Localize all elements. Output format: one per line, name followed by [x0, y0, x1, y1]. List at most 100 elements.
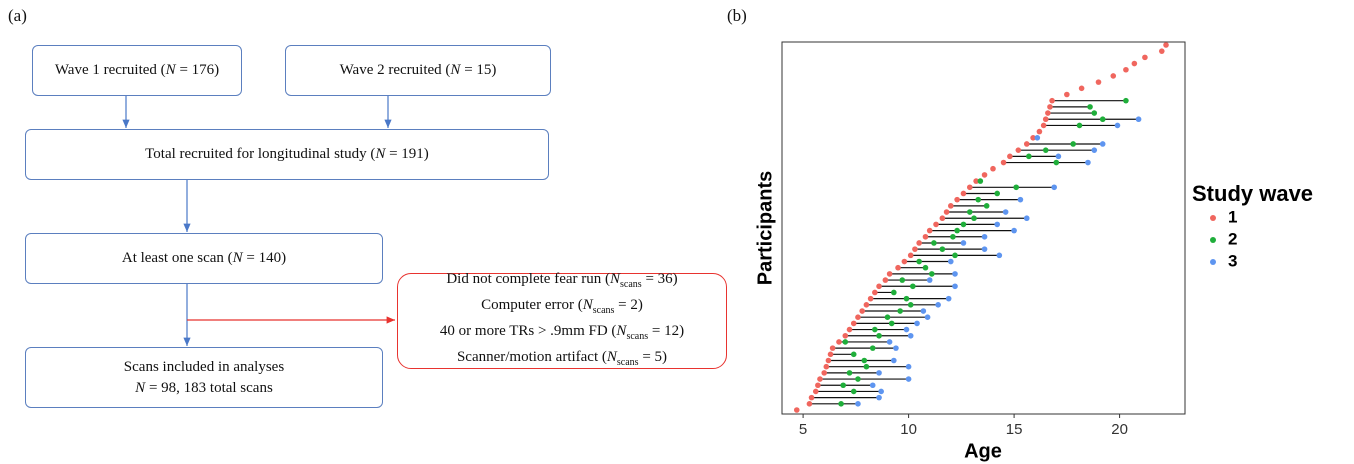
point [960, 221, 967, 228]
point [1015, 147, 1022, 153]
point [939, 215, 946, 222]
point [793, 407, 800, 413]
point [838, 401, 844, 407]
point [952, 252, 958, 259]
point [966, 209, 973, 215]
point [977, 178, 984, 184]
point [1135, 116, 1142, 123]
point [842, 339, 849, 345]
point [842, 332, 849, 339]
point [960, 190, 967, 197]
point [850, 388, 857, 395]
point [855, 401, 861, 407]
point [1076, 122, 1083, 129]
point [981, 246, 988, 252]
point [827, 351, 834, 358]
point [876, 283, 882, 290]
text: Wave 2 recruited ( [339, 62, 451, 78]
text: = 5) [638, 349, 668, 365]
point [1000, 159, 1007, 166]
point [855, 376, 861, 382]
y-axis-label: Participants [754, 171, 776, 285]
point [863, 302, 870, 308]
point [882, 277, 889, 283]
legend-marker [1210, 215, 1216, 221]
point [1049, 97, 1055, 104]
point [1023, 215, 1030, 222]
point [939, 246, 946, 252]
flow-box: Wave 2 recruited (N = 15) [285, 45, 551, 96]
point [1045, 110, 1051, 116]
point [971, 215, 977, 222]
point [1099, 116, 1106, 123]
point [996, 252, 1003, 259]
x-tick-label: 15 [1006, 421, 1023, 438]
point [924, 314, 931, 321]
point [933, 221, 939, 228]
text: At least one scan ( [121, 250, 233, 266]
text: = 2) [614, 297, 643, 313]
point [1002, 209, 1009, 215]
point [1064, 91, 1070, 98]
point [983, 203, 990, 209]
point [1023, 141, 1030, 147]
x-tick-label: 10 [900, 421, 917, 438]
text: N [135, 379, 146, 396]
text: scans [626, 331, 649, 342]
x-tick-label: 5 [799, 421, 807, 438]
legend-label: 3 [1228, 251, 1237, 270]
point [1123, 66, 1129, 73]
point [947, 258, 954, 265]
point [829, 345, 836, 351]
point [886, 271, 893, 277]
point [846, 370, 853, 376]
point [926, 277, 933, 283]
point [912, 246, 918, 252]
point [850, 351, 857, 358]
point [1055, 153, 1062, 160]
text: N [582, 297, 593, 313]
point [954, 196, 960, 203]
text: Scans included in analyses [123, 358, 285, 375]
point [1087, 104, 1093, 110]
legend-label: 2 [1228, 229, 1237, 248]
point [815, 382, 821, 389]
point [876, 332, 882, 339]
point [808, 394, 815, 401]
text: = 191) [385, 146, 429, 162]
point [1070, 141, 1076, 147]
point [916, 258, 922, 265]
text: = 12) [648, 323, 685, 339]
point [990, 165, 996, 172]
text: = 98, 183 total scans [145, 379, 273, 396]
point [876, 394, 882, 401]
point [1099, 141, 1106, 147]
text: 40 or more TRs > .9mm FD ( [439, 323, 617, 339]
point [846, 326, 853, 333]
legend-marker [1210, 237, 1216, 243]
text: Computer error ( [481, 297, 583, 313]
x-axis-label: Age [964, 440, 1002, 462]
point [812, 388, 819, 395]
point [947, 203, 954, 209]
legend-title: Study wave [1192, 181, 1313, 206]
text: = 15) [460, 62, 497, 78]
point [1091, 147, 1098, 153]
point [869, 382, 876, 389]
point [981, 233, 988, 240]
text: Wave 1 recruited ( [54, 62, 166, 78]
point [914, 320, 920, 327]
flow-box: Wave 1 recruited (N = 176) [32, 45, 242, 96]
point [920, 308, 927, 314]
point [855, 314, 861, 321]
point [825, 357, 832, 364]
point [905, 376, 912, 382]
text: scans [592, 305, 615, 316]
point [899, 277, 906, 283]
point [897, 308, 903, 314]
text: scans [616, 357, 639, 368]
text: N [165, 62, 176, 78]
point [1142, 54, 1148, 61]
point [1110, 73, 1117, 79]
point [994, 221, 1001, 228]
